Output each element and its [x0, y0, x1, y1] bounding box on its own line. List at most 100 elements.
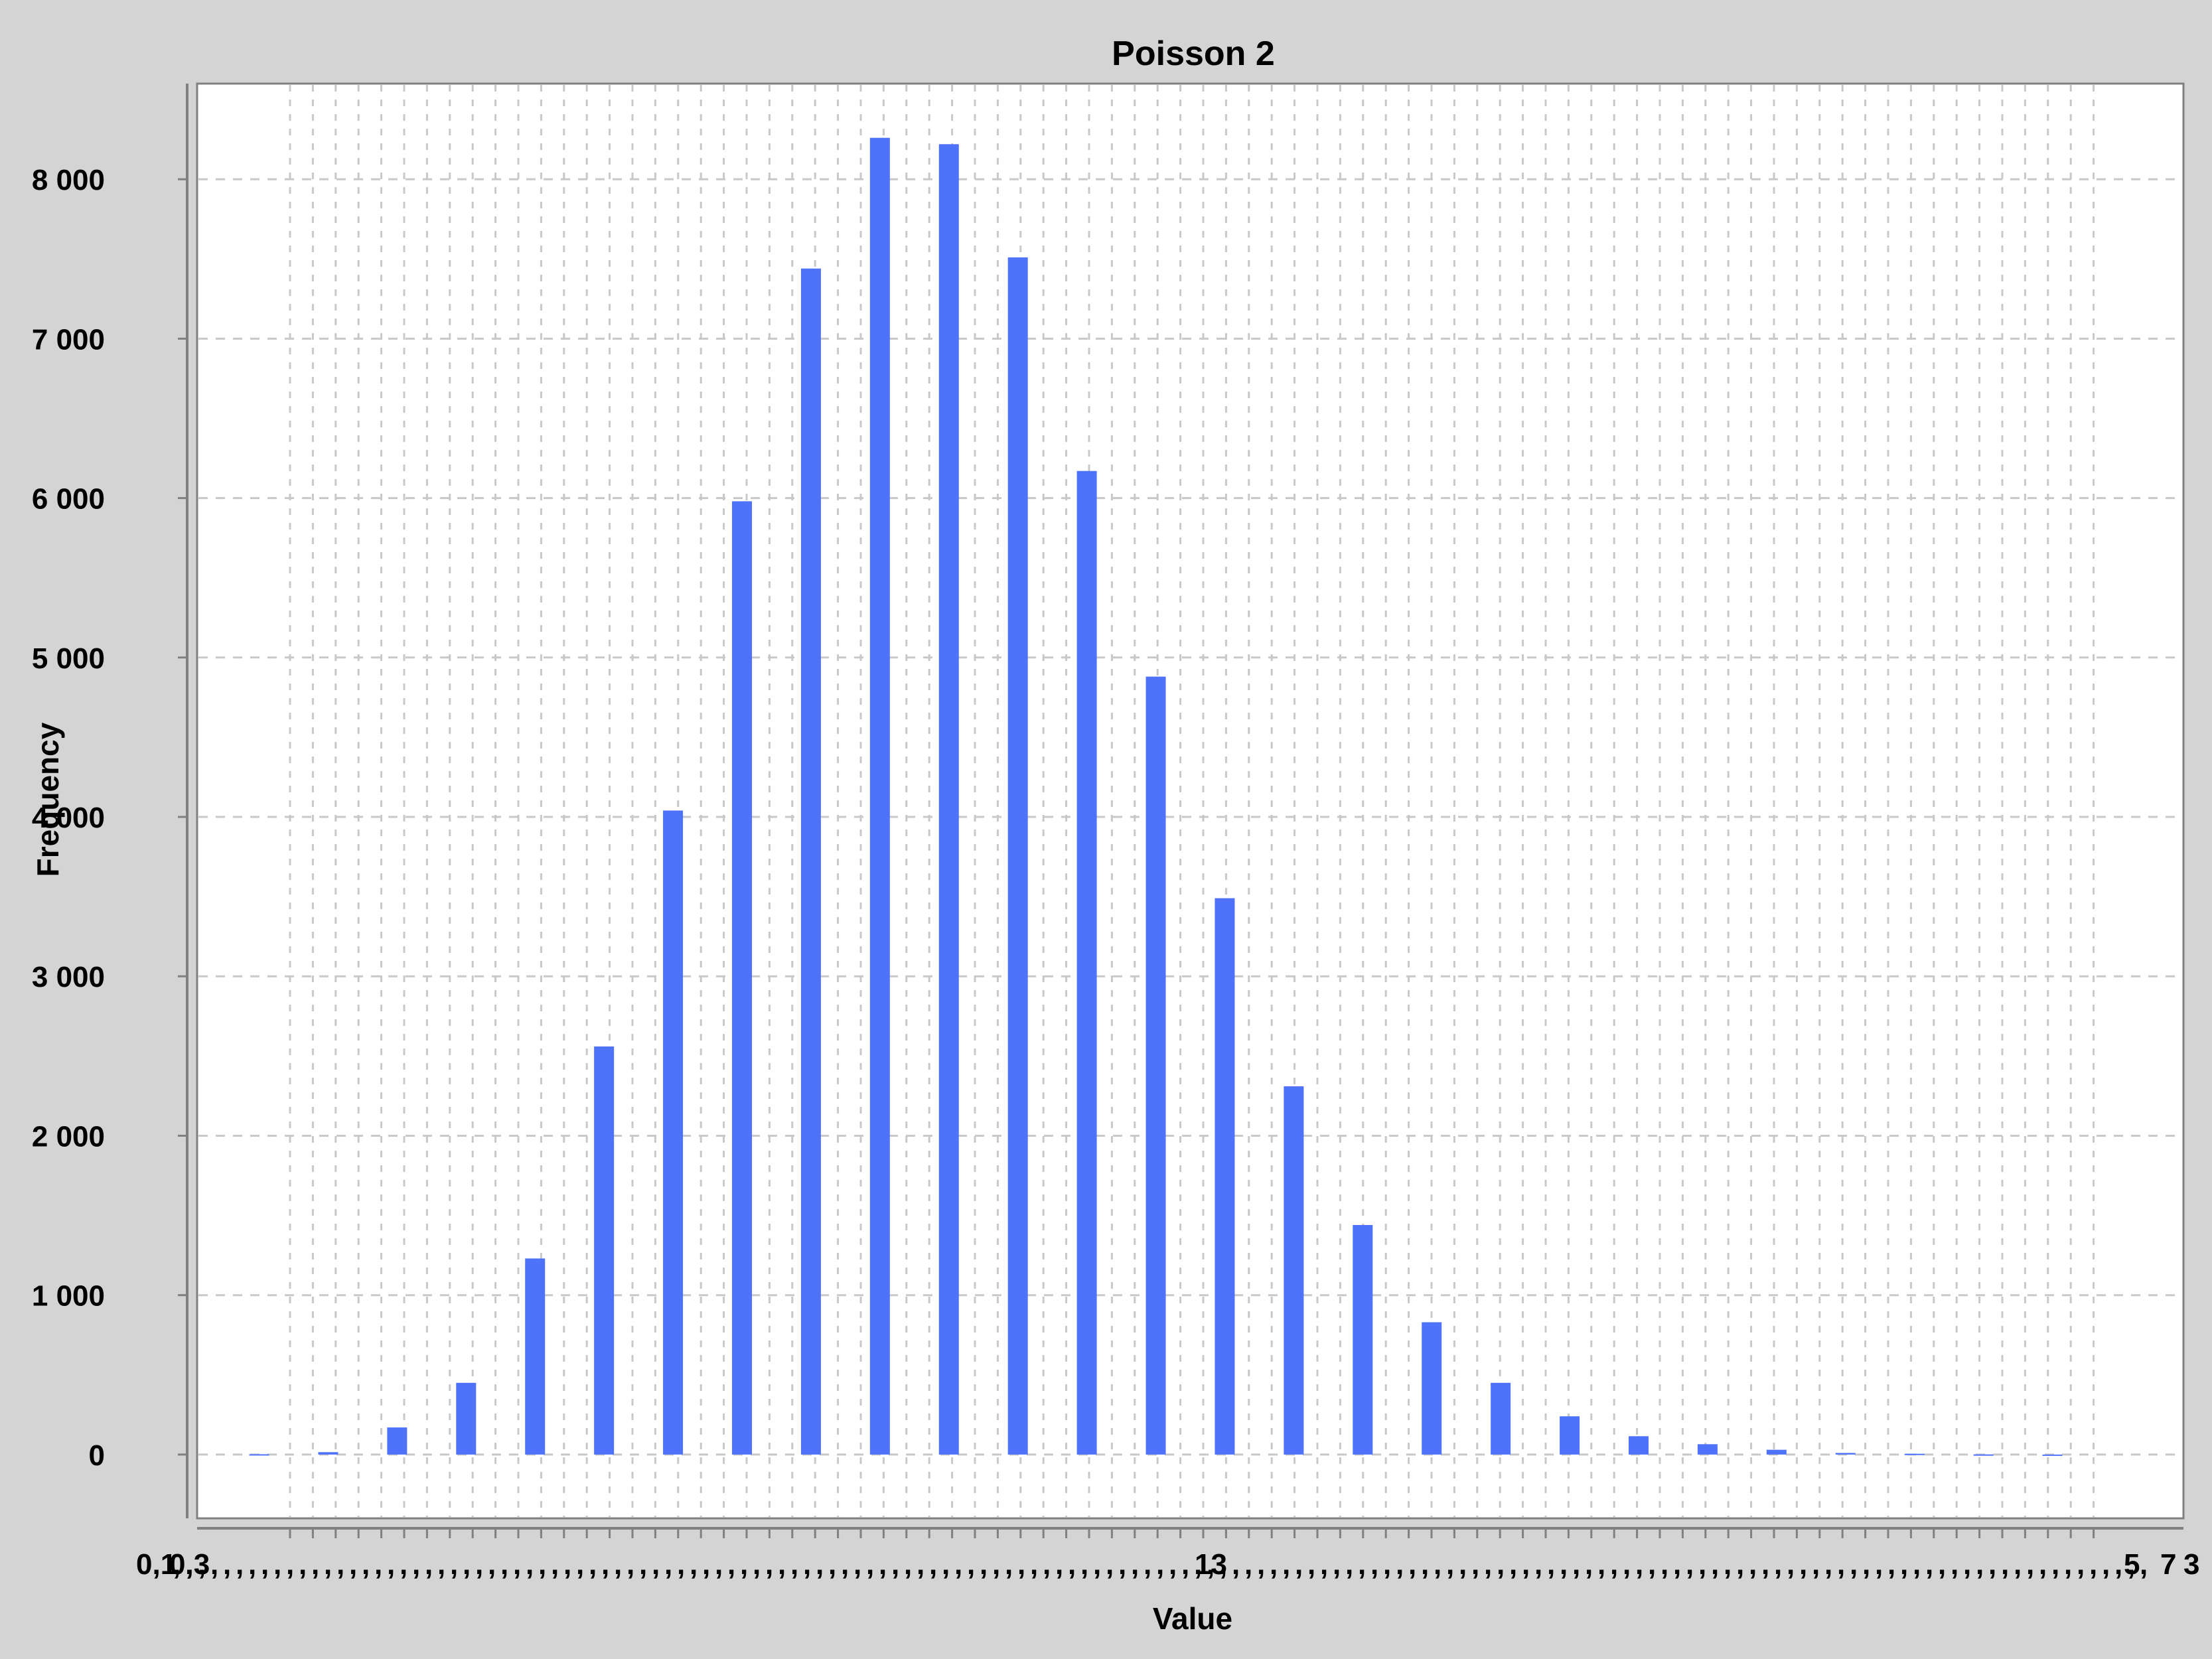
x-tick-label-overlap: ,: [1711, 1548, 1719, 1581]
x-tick-label-overlap: ,: [2127, 1548, 2135, 1581]
x-tick-label-overlap: ,: [816, 1548, 824, 1581]
x-tick-label-overlap: ,: [853, 1548, 861, 1581]
x-tick-label-overlap: ,: [1043, 1548, 1051, 1581]
x-tick-label-overlap: ,: [1862, 1548, 1870, 1581]
x-tick-label-overlap: ,: [1938, 1548, 1946, 1581]
x-tick-label-overlap: ,: [563, 1548, 571, 1581]
x-tick-label-overlap: ,: [1408, 1548, 1416, 1581]
x-tick-label-overlap: ,: [2102, 1548, 2110, 1581]
x-tick-label-overlap: ,: [463, 1548, 471, 1581]
x-tick-label-overlap: ,: [538, 1548, 546, 1581]
x-tick-label-overlap: ,: [1698, 1548, 1706, 1581]
x-tick-label-overlap: ,: [904, 1548, 912, 1581]
x-tick-label-overlap: ,: [336, 1548, 344, 1581]
x-tick-label-overlap: ,: [1547, 1548, 1555, 1581]
x-tick-label-overlap: ,: [639, 1548, 647, 1581]
x-tick-label-overlap: ,: [1660, 1548, 1668, 1581]
histogram-bar: [1145, 676, 1166, 1455]
x-tick-label-overlap: ,: [1560, 1548, 1568, 1581]
x-tick-label-overlap: ,: [1497, 1548, 1505, 1581]
x-tick-label-overlap: ,: [1219, 1548, 1227, 1581]
x-tick-label-overlap: ,: [400, 1548, 407, 1581]
x-tick-label: 3: [2183, 1548, 2199, 1581]
x-tick-label-overlap: ,: [1295, 1548, 1303, 1581]
x-tick-label-overlap: ,: [715, 1548, 723, 1581]
x-tick-label: 13: [1195, 1548, 1227, 1581]
x-tick-label-overlap: ,: [261, 1548, 269, 1581]
x-tick-label-overlap: ,: [475, 1548, 483, 1581]
x-tick-label-overlap: ,: [1724, 1548, 1732, 1581]
x-tick-label-overlap: ,: [1635, 1548, 1643, 1581]
x-tick-label-overlap: ,: [652, 1548, 660, 1581]
x-tick-label-overlap: ,: [1837, 1548, 1845, 1581]
x-tick-label-overlap: ,: [1610, 1548, 1618, 1581]
histogram-bar: [318, 1452, 338, 1455]
x-tick-label-overlap: ,: [1169, 1548, 1177, 1581]
x-tick-label-overlap: ,: [1370, 1548, 1378, 1581]
histogram-bar: [1491, 1382, 1511, 1455]
x-tick-label-overlap: ,: [1976, 1548, 1984, 1581]
x-tick-label-overlap: ,: [210, 1548, 218, 1581]
x-tick-label-overlap: ,: [1761, 1548, 1769, 1581]
y-tick-label: 4 000: [32, 802, 105, 834]
x-tick-label-overlap: ,: [828, 1548, 836, 1581]
x-tick-label-overlap: ,: [1143, 1548, 1151, 1581]
x-tick-label-overlap: ,: [942, 1548, 950, 1581]
histogram-bar: [1766, 1449, 1787, 1455]
x-tick-label-overlap: ,: [425, 1548, 433, 1581]
x-tick-label-overlap: ,: [2039, 1548, 2047, 1581]
y-ticks: 0 1 000 2 000 3 000 4 000 5 000 6 000 7 000 8 00…: [32, 164, 187, 1472]
x-tick-label-overlap: ,: [1988, 1548, 1996, 1581]
x-tick-label-overlap: ,: [1005, 1548, 1013, 1581]
x-tick-label-overlap: ,: [362, 1548, 370, 1581]
x-tick-label-overlap: ,: [349, 1548, 357, 1581]
x-tick-label-overlap: ,: [601, 1548, 609, 1581]
x-tick-label-overlap: ,: [1749, 1548, 1757, 1581]
x-tick-label-overlap: ,: [1913, 1548, 1921, 1581]
x-tick-label-overlap: ,: [526, 1548, 534, 1581]
histogram-bar: [1007, 257, 1028, 1455]
x-tick-label-overlap: ,: [551, 1548, 559, 1581]
x-tick-label-overlap: ,: [1181, 1548, 1189, 1581]
x-tick-label-overlap: ,: [1358, 1548, 1366, 1581]
x-tick-label-overlap: ,: [1963, 1548, 1971, 1581]
x-tick-label-overlap: ,: [1585, 1548, 1593, 1581]
x-tick-label-overlap: ,: [1534, 1548, 1542, 1581]
y-tick-label: 8 000: [32, 164, 105, 196]
x-tick-label-overlap: ,: [803, 1548, 811, 1581]
x-tick-label-overlap: ,: [1471, 1548, 1479, 1581]
bars: [249, 137, 2063, 1456]
x-tick-label-overlap: ,: [1787, 1548, 1795, 1581]
x-tick-label-overlap: ,: [273, 1548, 281, 1581]
histogram-bar: [2042, 1454, 2063, 1456]
y-tick-label: 5 000: [32, 642, 105, 675]
x-tick-label-overlap: ,: [1824, 1548, 1832, 1581]
x-tick-label-overlap: ,: [1055, 1548, 1063, 1581]
x-tick-label-overlap: ,: [929, 1548, 937, 1581]
x-tick-label-overlap: ,: [954, 1548, 962, 1581]
x-tick-label-overlap: ,: [2064, 1548, 2072, 1581]
x-tick-label-overlap: ,: [1017, 1548, 1025, 1581]
x-tick-label-overlap: ,: [223, 1548, 231, 1581]
x-tick-label-overlap: ,: [2014, 1548, 2022, 1581]
x-tick-label-overlap: ,: [1812, 1548, 1820, 1581]
x-tick-label-overlap: ,: [1887, 1548, 1895, 1581]
x-tick-label-overlap: ,: [1396, 1548, 1404, 1581]
x-tick-label: 0,3: [169, 1548, 210, 1581]
x-tick-label-overlap: ,: [1080, 1548, 1088, 1581]
histogram-bar: [663, 810, 684, 1455]
x-tick-label-overlap: ,: [185, 1548, 193, 1581]
x-tick-label-overlap: ,: [236, 1548, 244, 1581]
x-tick-label-overlap: ,: [513, 1548, 521, 1581]
x-tick-label: 7: [2160, 1548, 2176, 1581]
histogram-bar: [1076, 470, 1097, 1455]
x-tick-label-overlap: ,: [1774, 1548, 1782, 1581]
x-tick-label-overlap: ,: [2114, 1548, 2122, 1581]
x-tick-label-overlap: ,: [437, 1548, 445, 1581]
x-tick-label-overlap: ,: [690, 1548, 698, 1581]
x-tick-label-overlap: ,: [727, 1548, 735, 1581]
x-tick-label-overlap: ,: [1345, 1548, 1353, 1581]
x-tick-label-overlap: ,: [1446, 1548, 1454, 1581]
